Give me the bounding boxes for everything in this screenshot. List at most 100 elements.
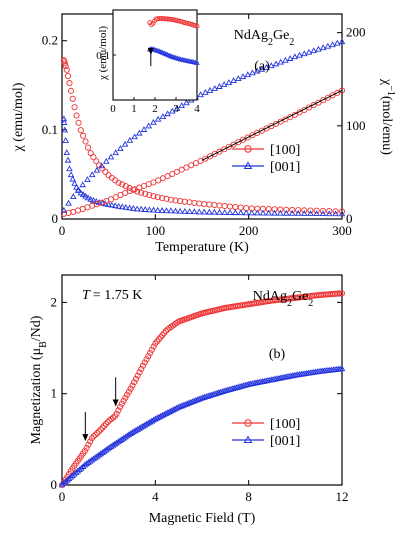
a-series-2-point-31	[206, 153, 214, 160]
a-series-2-point-34	[221, 146, 228, 153]
a-series-1-point-33	[146, 206, 153, 213]
a-series-1-point-16	[87, 195, 94, 202]
a-series-0-point-13	[80, 132, 87, 139]
panel-a-xlabel: Temperature (K)	[155, 240, 249, 255]
b-series-0-point-16	[87, 438, 94, 445]
panel-a-ylabel-right: χ−1(mol/emu)	[379, 78, 397, 155]
a-series-2-point-32	[211, 150, 218, 157]
b-series-0-point-65	[173, 320, 180, 327]
a-series-0-point-32	[142, 190, 149, 197]
a-series-0-point-10	[73, 112, 80, 119]
a-series-3-point-6	[88, 171, 96, 178]
a-series-1-point-25	[115, 202, 122, 209]
a-series-0-point-50	[226, 203, 234, 210]
a-xtick-label-1: 100	[146, 223, 166, 238]
a-fit-line	[201, 89, 343, 161]
a-series-1-point-23	[108, 201, 116, 208]
a-series-1-point-68	[332, 210, 339, 217]
a-series-3-point-32	[211, 85, 219, 91]
a-series-2-point-37	[235, 139, 242, 146]
b-arrow-1-head	[112, 399, 119, 407]
a-ytick-left-label-1: 0.1	[42, 122, 58, 137]
panel-a-compound-b: Ge	[273, 28, 289, 43]
panel-a-compound-sub2: 2	[289, 37, 294, 48]
a-series-2-point-33	[216, 148, 223, 155]
a-series-2-point-30	[202, 155, 209, 162]
a-series-3-point-56	[324, 42, 332, 49]
a-series-3-point-14	[126, 136, 134, 143]
a-series-0-point-62	[295, 207, 302, 214]
a-series-0-point-69	[338, 208, 346, 215]
a-series-1-point-9	[71, 179, 78, 186]
a-series-1-point-51	[232, 209, 239, 216]
a-series-1-point-55	[254, 209, 261, 216]
b-series-0-point-159	[338, 290, 346, 297]
b-series-0-point-20	[94, 430, 101, 437]
a-series-0-point-21	[102, 168, 109, 175]
a-series-1-point-31	[137, 205, 145, 212]
a-series-1-point-32	[141, 206, 149, 212]
a-series-1-point-15	[84, 194, 92, 201]
inset-xtick-label-1: 1	[131, 103, 137, 115]
b-series-0-point-26	[104, 418, 111, 426]
a-series-1-point-50	[226, 209, 234, 215]
a-series-1-point-65	[313, 210, 320, 216]
panel-b-legend: [100] [001]	[232, 417, 300, 449]
a-series-2-point-35	[225, 143, 232, 150]
inset-xtick-label-2: 2	[152, 103, 158, 115]
a-series-1-point-58	[271, 209, 278, 216]
b-xtick-label-2: 8	[245, 489, 252, 504]
a-series-3-point-53	[310, 47, 318, 54]
inset-series-0-point-7	[158, 16, 164, 21]
b-series-0-point-14	[83, 444, 90, 451]
legend-a-100-label: [100]	[270, 143, 300, 158]
a-series-1-point-7	[67, 171, 75, 178]
inset-xtick-label-3: 3	[173, 103, 179, 115]
a-series-0-point-46	[206, 201, 213, 208]
a-series-1-point-36	[158, 207, 166, 213]
a-series-3-point-24	[173, 104, 181, 111]
panel-b-ylabel-tail: /Nd)	[29, 315, 44, 341]
b-xtick-label-1: 4	[152, 489, 159, 504]
a-series-3-point-41	[253, 67, 261, 74]
a-series-3-point-29	[197, 91, 204, 98]
a-series-1-point-35	[154, 206, 162, 213]
a-series-1-point-52	[237, 209, 245, 216]
panel-a-frame	[61, 13, 343, 220]
panel-b-xlabel: Magnetic Field (T)	[149, 511, 256, 526]
a-series-0-point-43	[191, 199, 198, 206]
b-series-0-point-47	[141, 359, 148, 366]
a-series-3-point-21	[159, 113, 167, 119]
a-series-3-point-23	[169, 107, 176, 114]
b-series-1-point-8	[72, 469, 80, 476]
a-series-0-point-59	[277, 206, 284, 213]
a-series-2-point-38	[239, 136, 247, 143]
a-series-3-point-46	[277, 58, 285, 65]
a-series-1-point-13	[79, 191, 87, 197]
b-xtick-label-0: 0	[59, 489, 66, 504]
a-series-3-point-9	[103, 157, 110, 164]
a-series-2-point-42	[258, 127, 265, 134]
panel-a-ylabel-right-sup: −1	[386, 85, 397, 96]
a-series-1-point-26	[118, 203, 126, 210]
b-series-1-point-4	[65, 475, 73, 482]
inset-xtick-label-4: 4	[194, 103, 200, 115]
a-series-0-point-12	[77, 127, 84, 134]
panel-a-compound-a: NdAg	[234, 28, 268, 43]
b-series-0-point-48	[143, 356, 150, 363]
a-series-0-point-39	[172, 197, 179, 204]
a-series-1-point-42	[186, 208, 193, 214]
legend-b-100-label: [100]	[270, 417, 300, 432]
b-ytick-label-0: 0	[51, 477, 58, 492]
a-series-0-point-20	[99, 165, 106, 172]
a-series-1-point-62	[294, 209, 302, 216]
a-series-2-point-43	[263, 125, 270, 132]
b-series-0-point-21	[95, 428, 103, 435]
b-series-1-point-9	[74, 467, 82, 474]
a-series-0-point-51	[232, 203, 239, 211]
a-series-0-point-2	[61, 60, 68, 67]
a-series-3-point-37	[234, 75, 242, 82]
a-series-3-point-15	[131, 133, 138, 140]
